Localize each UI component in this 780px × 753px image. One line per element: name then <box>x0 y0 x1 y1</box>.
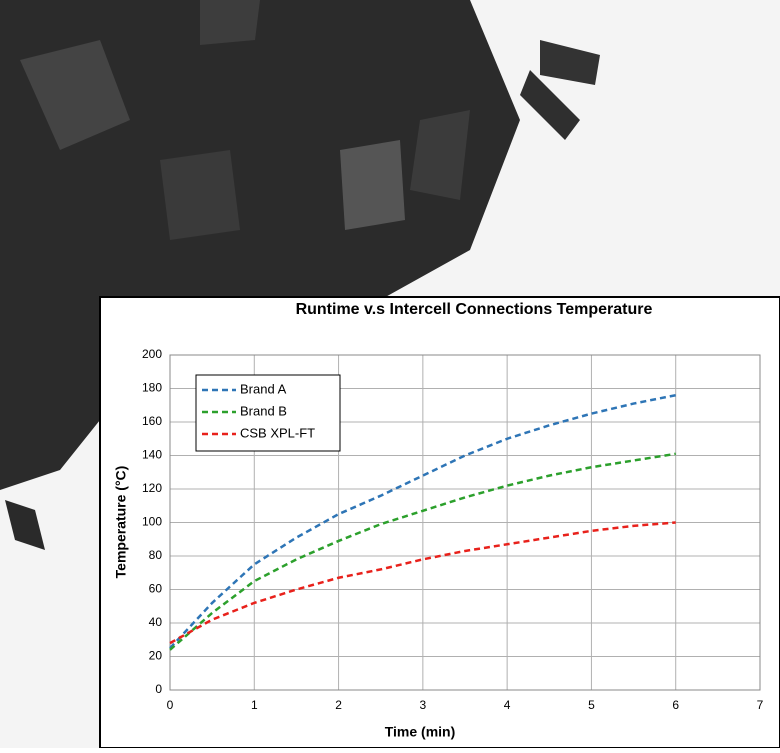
chart: Runtime v.s Intercell Connections Temper… <box>0 0 780 748</box>
y-tick-label: 20 <box>149 649 163 663</box>
y-tick-label: 40 <box>149 615 163 629</box>
x-tick-label: 5 <box>588 698 595 712</box>
y-tick-label: 120 <box>142 481 162 495</box>
y-tick-label: 200 <box>142 347 162 361</box>
x-tick-label: 4 <box>504 698 511 712</box>
y-tick-label: 180 <box>142 381 162 395</box>
chart-title: Runtime v.s Intercell Connections Temper… <box>296 301 653 318</box>
legend-label: Brand A <box>240 381 287 396</box>
page: {"chart_data": {"type": "line", "title":… <box>0 0 780 748</box>
y-axis-label: Temperature (°C) <box>113 466 129 579</box>
y-tick-label: 140 <box>142 448 162 462</box>
x-tick-label: 6 <box>672 698 679 712</box>
x-tick-label: 7 <box>757 698 764 712</box>
x-tick-label: 1 <box>251 698 258 712</box>
y-tick-label: 0 <box>155 682 162 696</box>
y-tick-label: 100 <box>142 515 162 529</box>
y-tick-label: 160 <box>142 414 162 428</box>
legend-label: CSB XPL-FT <box>240 425 315 440</box>
y-tick-label: 60 <box>149 582 163 596</box>
x-tick-label: 2 <box>335 698 342 712</box>
x-tick-label: 3 <box>420 698 427 712</box>
legend-label: Brand B <box>240 403 287 418</box>
x-tick-label: 0 <box>167 698 174 712</box>
y-tick-label: 80 <box>149 548 163 562</box>
x-axis-label: Time (min) <box>385 724 456 740</box>
